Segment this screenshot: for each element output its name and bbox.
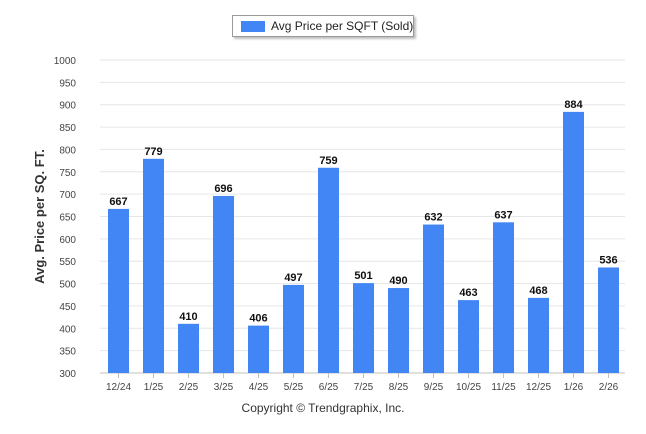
bar <box>598 267 619 373</box>
y-tick-label: 500 <box>59 280 76 291</box>
x-tick-label: 8/25 <box>389 382 409 393</box>
y-tick-label: 750 <box>59 168 76 179</box>
x-tick-label: 11/25 <box>491 382 516 393</box>
bar <box>248 325 269 373</box>
copyright-footer: Copyright © Trendgraphix, Inc. <box>241 401 405 415</box>
data-label: 637 <box>494 209 512 221</box>
data-label: 759 <box>319 155 337 167</box>
bar <box>423 224 444 373</box>
y-tick-label: 550 <box>59 257 76 268</box>
x-tick-label: 12/25 <box>526 382 551 393</box>
y-tick-label: 900 <box>59 101 76 112</box>
y-tick-label: 800 <box>59 145 76 156</box>
bar <box>563 111 584 374</box>
bar <box>283 284 304 373</box>
x-tick-label: 6/25 <box>319 382 339 393</box>
x-tick-label: 1/25 <box>144 382 164 393</box>
y-tick-label: 850 <box>59 123 76 134</box>
legend-swatch <box>241 21 265 32</box>
y-tick-label: 350 <box>59 347 76 358</box>
y-tick-label: 700 <box>59 190 76 201</box>
x-tick-label: 5/25 <box>284 382 304 393</box>
data-label: 406 <box>249 313 267 325</box>
bar <box>143 158 164 373</box>
y-tick-label: 650 <box>59 213 76 224</box>
y-tick-label: 450 <box>59 302 76 313</box>
x-tick-label: 4/25 <box>249 382 269 393</box>
data-label: 463 <box>459 287 477 299</box>
data-label: 501 <box>354 270 372 282</box>
data-label: 497 <box>284 272 302 284</box>
data-label: 410 <box>179 311 197 323</box>
data-label: 490 <box>389 275 407 287</box>
y-tick-label: 950 <box>59 78 76 89</box>
x-tick-label: 7/25 <box>354 382 374 393</box>
data-label: 696 <box>214 183 232 195</box>
data-label: 536 <box>599 254 617 266</box>
y-tick-label: 600 <box>59 235 76 246</box>
x-tick-label: 2/26 <box>599 382 619 393</box>
y-axis-label: Avg. Price per SQ. FT. <box>32 149 47 284</box>
x-tick-label: 10/25 <box>456 382 481 393</box>
bar <box>353 283 374 373</box>
bar <box>213 195 234 373</box>
legend-label: Avg Price per SQFT (Sold) <box>271 19 414 33</box>
bar <box>178 323 199 373</box>
x-tick-label: 9/25 <box>424 382 444 393</box>
bar <box>318 167 339 373</box>
data-label: 667 <box>109 196 127 208</box>
bar <box>493 222 514 373</box>
y-tick-label: 400 <box>59 324 76 335</box>
bar <box>108 208 129 373</box>
x-tick-label: 1/26 <box>564 382 584 393</box>
y-tick-label: 1000 <box>54 56 77 67</box>
bar <box>528 297 549 373</box>
data-label: 884 <box>564 99 583 111</box>
data-label: 468 <box>529 285 547 297</box>
bar <box>388 288 409 373</box>
x-tick-label: 2/25 <box>179 382 199 393</box>
data-label: 779 <box>144 146 162 158</box>
data-label: 632 <box>424 212 442 224</box>
legend: Avg Price per SQFT (Sold) <box>232 15 414 37</box>
bar <box>458 300 479 373</box>
x-tick-label: 12/24 <box>106 382 131 393</box>
x-tick-label: 3/25 <box>214 382 234 393</box>
y-tick-label: 300 <box>59 369 76 380</box>
